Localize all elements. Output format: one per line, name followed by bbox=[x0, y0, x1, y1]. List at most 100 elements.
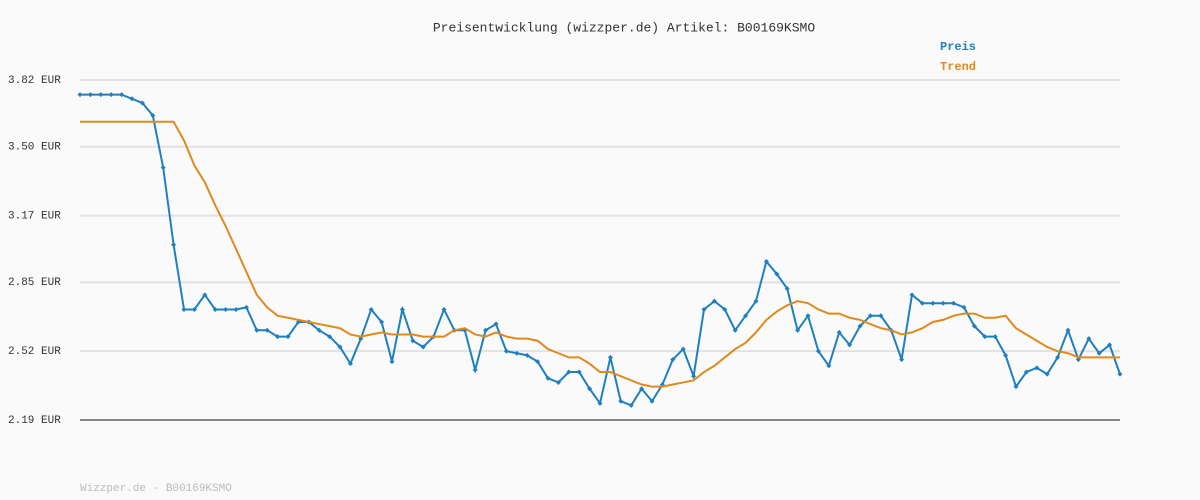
point bbox=[524, 352, 530, 358]
point bbox=[119, 92, 125, 98]
point bbox=[971, 323, 977, 329]
point bbox=[1003, 352, 1009, 358]
point bbox=[1086, 336, 1092, 342]
point bbox=[108, 92, 114, 98]
point bbox=[982, 334, 988, 340]
point bbox=[420, 344, 426, 350]
legend-label: Trend bbox=[940, 60, 976, 74]
point bbox=[899, 357, 905, 363]
point bbox=[649, 398, 655, 404]
point bbox=[691, 373, 697, 379]
point bbox=[867, 313, 873, 319]
point bbox=[98, 92, 104, 98]
point bbox=[1013, 384, 1019, 390]
y-tick-label: 3.17 EUR bbox=[8, 210, 61, 222]
point bbox=[628, 402, 634, 408]
chart-title: Preisentwicklung (wizzper.de) Artikel: B… bbox=[433, 20, 815, 35]
legend-label: Preis bbox=[940, 40, 976, 54]
point bbox=[181, 306, 187, 312]
point bbox=[711, 298, 717, 304]
point bbox=[680, 346, 686, 352]
point bbox=[951, 300, 957, 306]
point bbox=[233, 306, 239, 312]
point bbox=[774, 271, 780, 277]
point bbox=[129, 96, 135, 102]
point bbox=[701, 306, 707, 312]
point bbox=[171, 242, 177, 248]
point bbox=[212, 306, 218, 312]
point bbox=[337, 344, 343, 350]
point bbox=[732, 327, 738, 333]
point bbox=[784, 286, 790, 292]
point bbox=[87, 92, 93, 98]
point bbox=[1034, 365, 1040, 371]
point bbox=[535, 359, 541, 365]
point bbox=[1065, 327, 1071, 333]
point bbox=[1117, 371, 1123, 377]
point bbox=[202, 292, 208, 298]
point bbox=[597, 400, 603, 406]
point bbox=[503, 348, 509, 354]
point bbox=[483, 327, 489, 333]
y-tick-label: 3.82 EUR bbox=[8, 75, 61, 87]
point bbox=[607, 354, 613, 360]
point bbox=[919, 300, 925, 306]
point bbox=[368, 306, 374, 312]
point bbox=[743, 313, 749, 319]
point bbox=[992, 334, 998, 340]
point bbox=[836, 329, 842, 335]
point bbox=[753, 298, 759, 304]
point bbox=[389, 359, 395, 365]
point bbox=[243, 304, 249, 310]
footer: Wizzper.de - B00169KSMO bbox=[80, 483, 232, 495]
point bbox=[275, 334, 281, 340]
point bbox=[223, 306, 229, 312]
y-tick-label: 2.52 EUR bbox=[8, 346, 61, 358]
point bbox=[847, 342, 853, 348]
point bbox=[576, 369, 582, 375]
point bbox=[555, 379, 561, 385]
point bbox=[618, 398, 624, 404]
line bbox=[80, 120, 1120, 388]
point bbox=[857, 323, 863, 329]
point bbox=[264, 327, 270, 333]
point bbox=[150, 112, 156, 118]
point bbox=[254, 327, 260, 333]
point bbox=[815, 348, 821, 354]
point bbox=[410, 338, 416, 344]
y-tick-label: 3.50 EUR bbox=[8, 142, 61, 154]
point bbox=[1023, 369, 1029, 375]
point bbox=[961, 304, 967, 310]
point bbox=[909, 292, 915, 298]
point bbox=[763, 258, 769, 264]
point bbox=[1107, 342, 1113, 348]
point bbox=[1044, 371, 1050, 377]
point bbox=[722, 306, 728, 312]
point bbox=[399, 306, 405, 312]
y-tick-label: 2.85 EUR bbox=[8, 277, 61, 289]
y-tick-label: 2.19 EUR bbox=[8, 415, 61, 427]
point bbox=[639, 386, 645, 392]
point bbox=[347, 361, 353, 367]
point bbox=[77, 92, 83, 98]
point bbox=[587, 386, 593, 392]
point bbox=[940, 300, 946, 306]
point bbox=[1055, 354, 1061, 360]
point bbox=[670, 357, 676, 363]
point bbox=[472, 367, 478, 373]
point bbox=[514, 350, 520, 356]
point bbox=[566, 369, 572, 375]
point bbox=[139, 100, 145, 106]
point bbox=[878, 313, 884, 319]
point bbox=[545, 375, 551, 381]
point bbox=[826, 363, 832, 369]
point bbox=[379, 319, 385, 325]
point bbox=[358, 336, 364, 342]
point bbox=[160, 165, 166, 171]
point bbox=[327, 334, 333, 340]
point bbox=[795, 327, 801, 333]
point bbox=[493, 321, 499, 327]
